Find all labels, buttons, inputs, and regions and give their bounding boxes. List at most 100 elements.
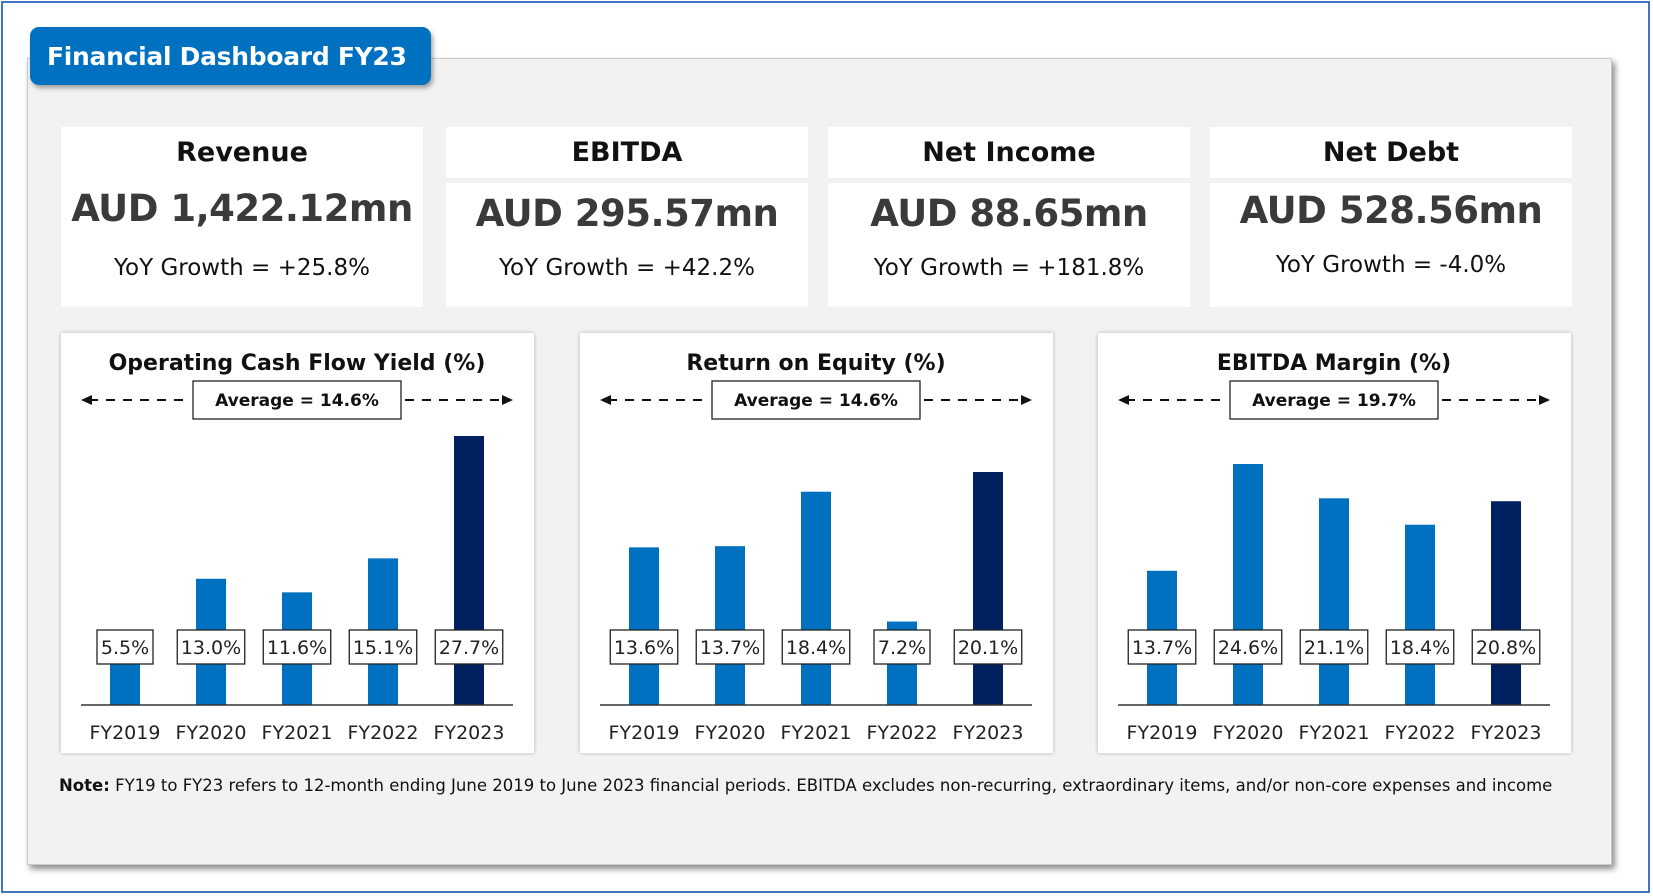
kpi-body: AUD 1,422.12mn YoY Growth = +25.8% (61, 127, 423, 307)
data-label-box (1213, 629, 1283, 665)
arrow-right-icon (1021, 395, 1032, 405)
kpi-growth: YoY Growth = +25.8% (114, 255, 370, 281)
kpi-label: EBITDA (446, 127, 808, 178)
data-label: 27.7% (439, 637, 499, 659)
bar-fy2020 (715, 546, 745, 705)
chart-operating-cash-flow-yield: Operating Cash Flow Yield (%) Average = 1… (61, 333, 534, 753)
bar-fy2023 (973, 472, 1003, 705)
x-tick-label: FY2023 (434, 722, 505, 744)
bar-fy2020 (1233, 464, 1263, 705)
dashboard-title: Financial Dashboard FY23 (30, 27, 431, 85)
kpi-value: AUD 528.56mn (1239, 189, 1543, 232)
chart-ebitda-margin: EBITDA Margin (%) Average = 19.7% 13.7% 24.… (1098, 333, 1571, 753)
x-tick-label: FY2020 (176, 722, 247, 744)
kpi-card-net-income: Net Income AUD 88.65mn YoY Growth = +181… (828, 127, 1190, 307)
average-annotation: Average = 14.6% (600, 380, 1032, 420)
data-label: 13.6% (614, 637, 674, 659)
data-label: 15.1% (353, 637, 413, 659)
arrow-left-icon (81, 395, 92, 405)
data-label-box (1471, 629, 1541, 665)
footnote: Note: FY19 to FY23 refers to 12-month en… (59, 772, 1609, 799)
kpi-growth: YoY Growth = +42.2% (499, 255, 755, 281)
data-label: 13.7% (700, 637, 760, 659)
kpi-value: AUD 1,422.12mn (71, 187, 413, 230)
data-label-box (1385, 629, 1455, 665)
kpi-growth: YoY Growth = +181.8% (873, 255, 1145, 281)
kpi-card-ebitda: EBITDA AUD 295.57mn YoY Growth = +42.2% (446, 127, 808, 307)
chart-title: EBITDA Margin (%) (1217, 351, 1451, 376)
kpi-label: Net Debt (1210, 127, 1572, 178)
footnote-text: FY19 to FY23 refers to 12-month ending J… (109, 776, 1553, 795)
arrow-right-icon (1539, 395, 1550, 405)
footnote-label: Note: (59, 776, 110, 795)
data-label-box (434, 629, 504, 665)
kpi-body: AUD 528.56mn YoY Growth = -4.0% (1210, 183, 1572, 307)
data-label-box (953, 629, 1023, 665)
x-tick-label: FY2021 (781, 722, 852, 744)
average-annotation: Average = 19.7% (1118, 380, 1550, 420)
average-annotation: Average = 14.6% (81, 380, 513, 420)
bar-fy2021 (801, 491, 831, 705)
data-label: 13.0% (181, 637, 241, 659)
data-label: 20.8% (1476, 637, 1536, 659)
chart-svg: Operating Cash Flow Yield (%) Average = 1… (81, 351, 513, 744)
bar-fy2023 (454, 436, 484, 705)
bar-fy2021 (1319, 498, 1349, 705)
x-tick-label: FY2019 (90, 722, 161, 744)
chart-svg: EBITDA Margin (%) Average = 19.7% 13.7% 24.… (1118, 351, 1550, 744)
data-label-box (873, 629, 931, 665)
kpi-body: AUD 295.57mn YoY Growth = +42.2% (446, 183, 808, 307)
x-tick-label: FY2022 (348, 722, 419, 744)
average-label: Average = 19.7% (1252, 391, 1416, 411)
data-label: 18.4% (786, 637, 846, 659)
average-box (1229, 380, 1439, 420)
average-box (711, 380, 921, 420)
x-tick-label: FY2019 (609, 722, 680, 744)
average-label: Average = 14.6% (734, 391, 898, 411)
bar-fy2019 (629, 547, 659, 705)
data-label: 5.5% (101, 637, 149, 659)
data-label: 13.7% (1132, 637, 1192, 659)
data-label: 21.1% (1304, 637, 1364, 659)
average-box (192, 380, 402, 420)
x-tick-label: FY2019 (1127, 722, 1198, 744)
data-label-box (176, 629, 246, 665)
chart-title: Return on Equity (%) (686, 351, 945, 376)
average-label: Average = 14.6% (215, 391, 379, 411)
x-tick-label: FY2023 (953, 722, 1024, 744)
x-tick-label: FY2022 (867, 722, 938, 744)
kpi-growth: YoY Growth = -4.0% (1275, 252, 1507, 278)
chart-return-on-equity: Return on Equity (%) Average = 14.6% 13.6%… (580, 333, 1053, 753)
x-tick-label: FY2020 (695, 722, 766, 744)
data-label: 24.6% (1218, 637, 1278, 659)
chart-title: Operating Cash Flow Yield (%) (109, 351, 486, 376)
bar-fy2022 (1405, 524, 1435, 705)
x-tick-label: FY2021 (262, 722, 333, 744)
data-label-box (1127, 629, 1197, 665)
data-label-box (1299, 629, 1369, 665)
data-label: 11.6% (267, 637, 327, 659)
bar-fy2023 (1491, 501, 1521, 705)
x-tick-label: FY2021 (1299, 722, 1370, 744)
data-label: 18.4% (1390, 637, 1450, 659)
data-label: 20.1% (958, 637, 1018, 659)
data-label: 7.2% (878, 637, 926, 659)
chart-svg: Return on Equity (%) Average = 14.6% 13.6%… (600, 351, 1032, 744)
x-tick-label: FY2020 (1213, 722, 1284, 744)
arrow-left-icon (600, 395, 611, 405)
kpi-card-revenue: Revenue AUD 1,422.12mn YoY Growth = +25.… (61, 127, 423, 307)
kpi-label: Net Income (828, 127, 1190, 178)
kpi-body: AUD 88.65mn YoY Growth = +181.8% (828, 183, 1190, 307)
data-label-box (96, 629, 154, 665)
arrow-right-icon (502, 395, 513, 405)
kpi-value: AUD 88.65mn (870, 192, 1148, 235)
data-label-box (609, 629, 679, 665)
data-label-box (262, 629, 332, 665)
arrow-left-icon (1118, 395, 1129, 405)
x-tick-label: FY2022 (1385, 722, 1456, 744)
data-label-box (348, 629, 418, 665)
data-label-box (781, 629, 851, 665)
x-tick-label: FY2023 (1471, 722, 1542, 744)
dashboard-title-text: Financial Dashboard FY23 (47, 41, 407, 71)
